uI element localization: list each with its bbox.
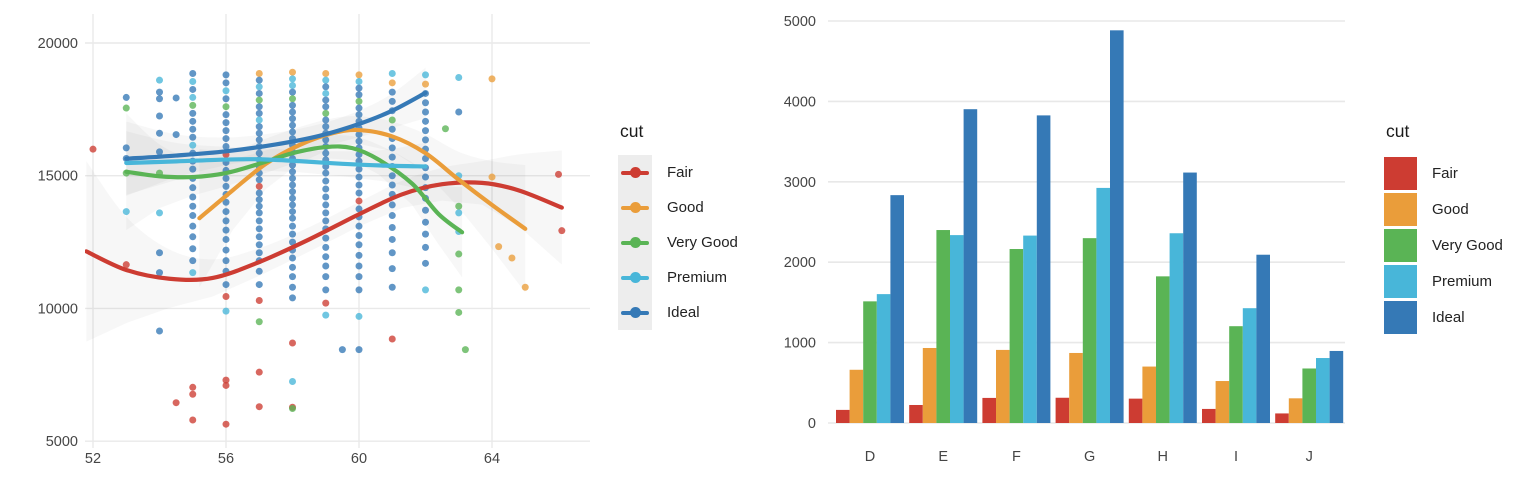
svg-text:J: J	[1306, 449, 1313, 465]
svg-text:F: F	[1012, 449, 1021, 465]
bar-group-H	[1128, 172, 1197, 423]
legend-label: Very Good	[667, 234, 738, 251]
legend-item-fair: Fair	[618, 155, 738, 190]
legend-item-very-good: Very Good	[618, 225, 738, 260]
ideal-color-swatch	[1384, 300, 1417, 334]
legend-item-premium: Premium	[618, 260, 738, 295]
legend-item-ideal: Ideal	[618, 295, 738, 330]
svg-text:3000: 3000	[784, 175, 816, 191]
smooth-lines	[85, 90, 564, 282]
bar-group-J	[1275, 350, 1344, 423]
bar-group-D	[836, 195, 904, 423]
legend-item-ideal: Ideal	[1384, 299, 1503, 335]
svg-text:64: 64	[484, 451, 500, 467]
very-good-line-swatch	[618, 225, 652, 260]
good-color-swatch	[1384, 192, 1417, 226]
legend-item-very-good: Very Good	[1384, 227, 1503, 263]
grouped-bar-chart: 0 1000 2000 3000 4000 5000 D E F G H I J	[784, 14, 1345, 465]
svg-text:52: 52	[85, 451, 101, 467]
legend-label: Fair	[1432, 164, 1458, 182]
legend-title: cut	[1386, 121, 1410, 141]
svg-text:2000: 2000	[784, 255, 816, 271]
bar-axis-labels: 0 1000 2000 3000 4000 5000 D E F G H I J	[784, 14, 1313, 465]
bar-group-G	[1055, 30, 1124, 423]
legend-label: Premium	[667, 269, 728, 286]
svg-text:20000: 20000	[38, 36, 78, 52]
svg-text:G: G	[1084, 449, 1095, 465]
svg-text:5000: 5000	[784, 14, 816, 30]
legend-label: Good	[1432, 200, 1469, 218]
svg-text:I: I	[1234, 449, 1238, 465]
legend-label: Fair	[667, 164, 693, 181]
scatter-axis-labels: 52 56 60 64 5000 10000 15000 20000	[38, 36, 500, 467]
fair-color-swatch	[1384, 156, 1417, 190]
legend-label: Premium	[1432, 272, 1493, 290]
very-good-color-swatch	[1384, 228, 1417, 262]
svg-text:D: D	[865, 449, 875, 465]
svg-text:E: E	[938, 449, 948, 465]
legend-label: Ideal	[1432, 308, 1465, 326]
bar-group-E	[909, 109, 978, 424]
bar-legend: cut Fair Good Very Good Premium Ideal	[1384, 121, 1503, 335]
fair-line-swatch	[618, 155, 652, 190]
svg-text:60: 60	[351, 451, 367, 467]
good-line-swatch	[618, 190, 652, 225]
legend-item-fair: Fair	[1384, 155, 1503, 191]
premium-line-swatch	[618, 260, 652, 295]
bar-group-F	[982, 115, 1051, 424]
legend-label: Very Good	[1432, 236, 1503, 254]
svg-text:56: 56	[218, 451, 234, 467]
ideal-line-swatch	[618, 295, 652, 330]
legend-label: Good	[667, 199, 704, 216]
bar-group-I	[1202, 254, 1270, 423]
legend-item-good: Good	[618, 190, 738, 225]
svg-text:H: H	[1158, 449, 1168, 465]
legend-label: Ideal	[667, 304, 700, 321]
scatter-smooth-chart: 52 56 60 64 5000 10000 15000 20000	[38, 14, 590, 467]
scatter-legend: cut Fair Good Very Good Premium Ideal	[618, 121, 738, 330]
legend-item-good: Good	[1384, 191, 1503, 227]
legend-title: cut	[620, 121, 644, 141]
svg-text:10000: 10000	[38, 301, 78, 317]
bar-groups	[836, 30, 1344, 424]
svg-text:15000: 15000	[38, 169, 78, 185]
premium-color-swatch	[1384, 264, 1417, 298]
legend-item-premium: Premium	[1384, 263, 1503, 299]
svg-text:5000: 5000	[46, 434, 78, 450]
svg-text:1000: 1000	[784, 336, 816, 352]
svg-text:4000: 4000	[784, 94, 816, 110]
svg-text:0: 0	[808, 416, 816, 432]
